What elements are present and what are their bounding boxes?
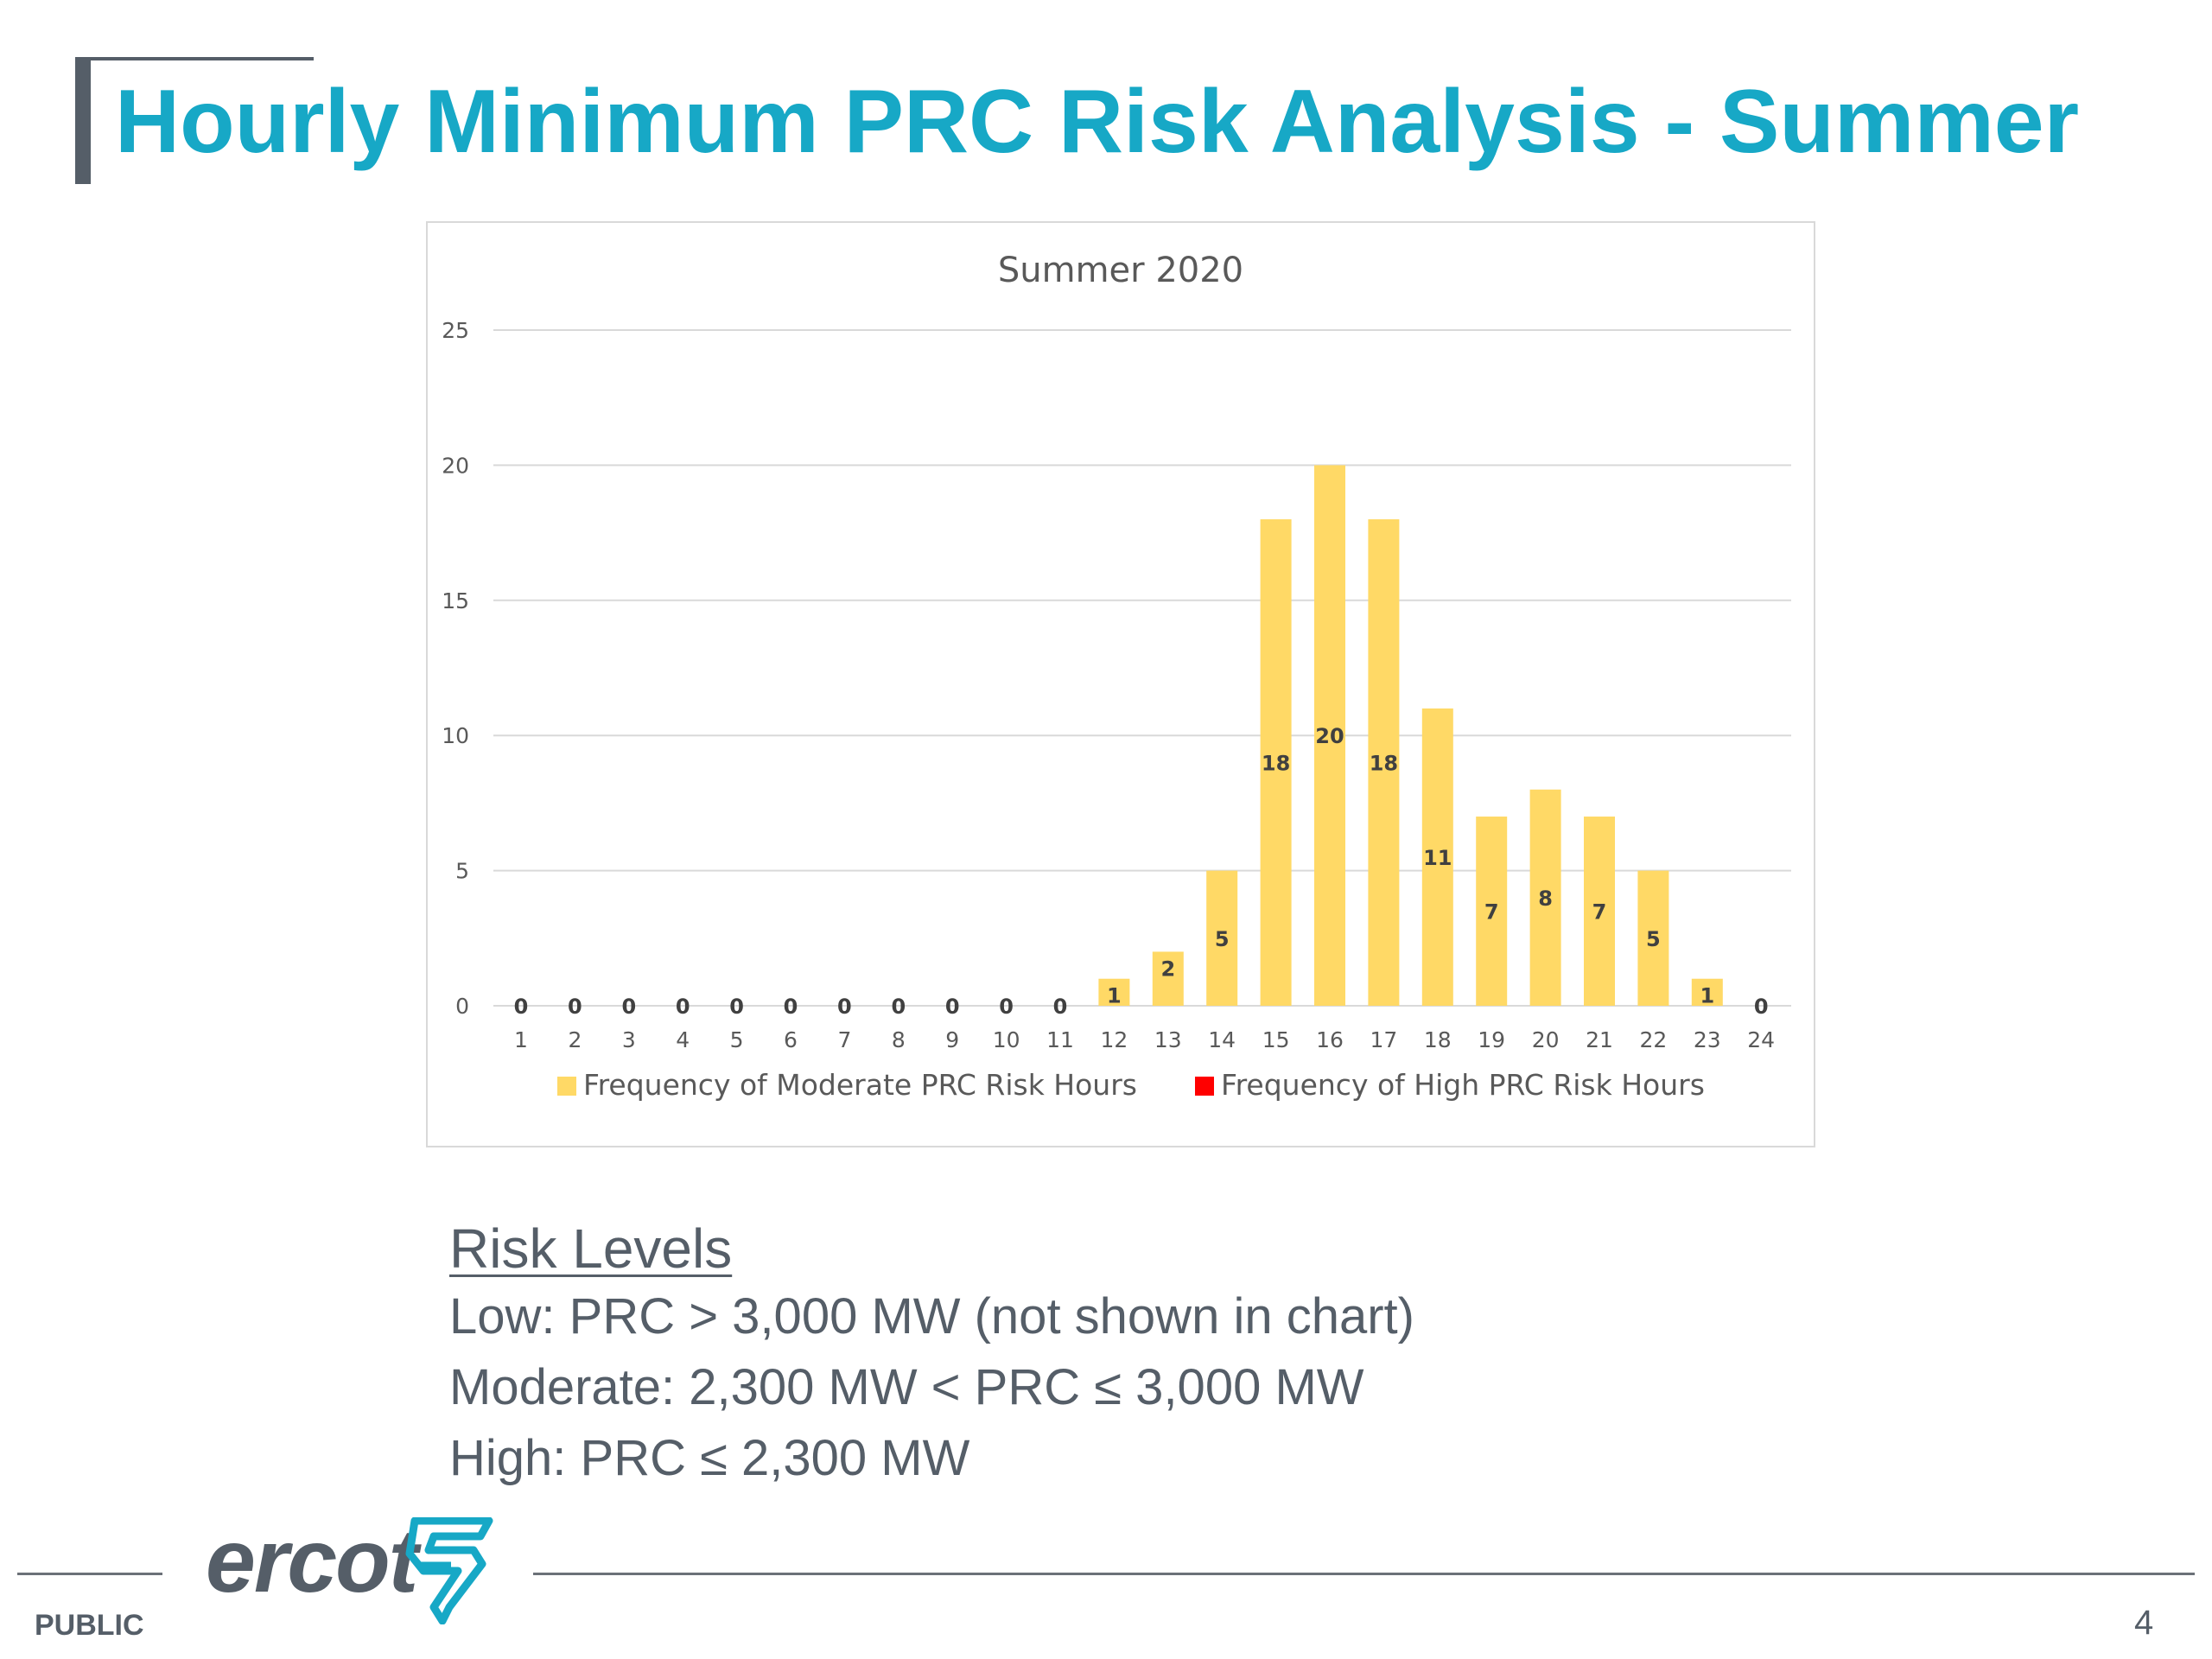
x-tick-label: 10 [993,1027,1020,1052]
bar [1529,789,1561,1006]
bar [1152,951,1184,1006]
legend-swatch-high [1195,1077,1214,1096]
data-label: 0 [514,995,529,1019]
x-tick-label: 18 [1424,1027,1452,1052]
data-label: 0 [568,995,582,1019]
data-label: 18 [1262,751,1290,775]
bar [1206,870,1238,1006]
y-tick-label: 10 [442,723,469,748]
bar [1260,518,1292,1006]
x-tick-label: 9 [945,1027,959,1052]
x-tick-label: 6 [784,1027,798,1052]
bar [1098,978,1130,1006]
risk-levels-heading: Risk Levels [449,1217,733,1280]
y-tick-label: 25 [442,318,469,343]
legend-label-high: Frequency of High PRC Risk Hours [1221,1068,1705,1102]
x-tick-label: 23 [1694,1027,1721,1052]
footer-divider-right [533,1573,2195,1575]
x-tick-label: 7 [837,1027,851,1052]
x-tick-label: 15 [1262,1027,1290,1052]
data-label: 0 [1754,995,1769,1019]
x-tick-label: 20 [1532,1027,1560,1052]
legend-swatch-moderate [557,1077,576,1096]
x-tick-label: 8 [892,1027,906,1052]
data-label: 1 [1107,984,1122,1008]
x-tick-label: 3 [622,1027,636,1052]
data-label: 5 [1215,927,1230,951]
chart-title: Summer 2020 [998,251,1243,290]
x-tick-label: 12 [1100,1027,1128,1052]
data-label: 0 [945,995,960,1019]
risk-level-moderate: Moderate: 2,300 MW < PRC ≤ 3,000 MW [449,1359,1364,1415]
chart-frame: Summer 2020 0 5 10 15 20 25 0 1 0 2 0 3 0 4 0 5 0 6 0 7 0 8 0 9 0… [426,221,1815,1147]
bar-chart: Summer 202005101520250102030405060708090… [442,251,1791,1102]
x-tick-label: 1 [514,1027,528,1052]
bar [1476,817,1508,1006]
data-label: 0 [1053,995,1068,1019]
data-label: 5 [1646,927,1661,951]
data-label: 0 [729,995,744,1019]
ercot-logo-text: ercot [206,1511,418,1611]
data-label: 0 [676,995,690,1019]
x-tick-label: 4 [676,1027,690,1052]
x-tick-label: 24 [1747,1027,1775,1052]
x-tick-label: 13 [1154,1027,1182,1052]
bar [1421,708,1453,1006]
title-accent-bar [75,57,91,184]
footer-divider-left [17,1573,162,1575]
title-accent-line [75,57,314,60]
x-tick-label: 17 [1370,1027,1397,1052]
public-label: PUBLIC [35,1609,144,1642]
data-label: 0 [621,995,636,1019]
data-label: 1 [1700,984,1714,1008]
data-label: 8 [1538,887,1553,911]
legend-label-moderate: Frequency of Moderate PRC Risk Hours [583,1068,1137,1102]
data-label: 11 [1423,846,1452,870]
slide-title: Hourly Minimum PRC Risk Analysis - Summe… [115,72,2080,172]
data-label: 18 [1370,751,1398,775]
y-tick-label: 20 [442,453,469,478]
x-tick-label: 22 [1639,1027,1667,1052]
x-tick-label: 16 [1316,1027,1344,1052]
data-label: 0 [999,995,1014,1019]
x-tick-label: 19 [1478,1027,1505,1052]
data-label: 0 [784,995,798,1019]
bar [1368,518,1400,1006]
x-tick-label: 21 [1586,1027,1613,1052]
data-label: 0 [891,995,906,1019]
y-tick-label: 15 [442,588,469,613]
bar [1314,465,1345,1006]
risk-level-low: Low: PRC > 3,000 MW (not shown in chart) [449,1288,1414,1344]
page-number: 4 [2134,1604,2154,1642]
data-label: 7 [1592,900,1607,925]
y-tick-label: 0 [455,994,469,1019]
bar [1584,817,1615,1006]
data-label: 0 [837,995,852,1019]
x-tick-label: 14 [1208,1027,1236,1052]
data-label: 2 [1160,957,1175,981]
bar [1691,978,1723,1006]
risk-level-high: High: PRC ≤ 2,300 MW [449,1430,970,1486]
data-label: 7 [1484,900,1499,925]
x-tick-label: 2 [568,1027,582,1052]
ercot-logo-icon [405,1517,493,1624]
bar [1637,870,1669,1006]
data-label: 20 [1315,724,1344,748]
x-tick-label: 11 [1046,1027,1074,1052]
y-tick-label: 5 [455,859,469,884]
x-tick-label: 5 [730,1027,744,1052]
